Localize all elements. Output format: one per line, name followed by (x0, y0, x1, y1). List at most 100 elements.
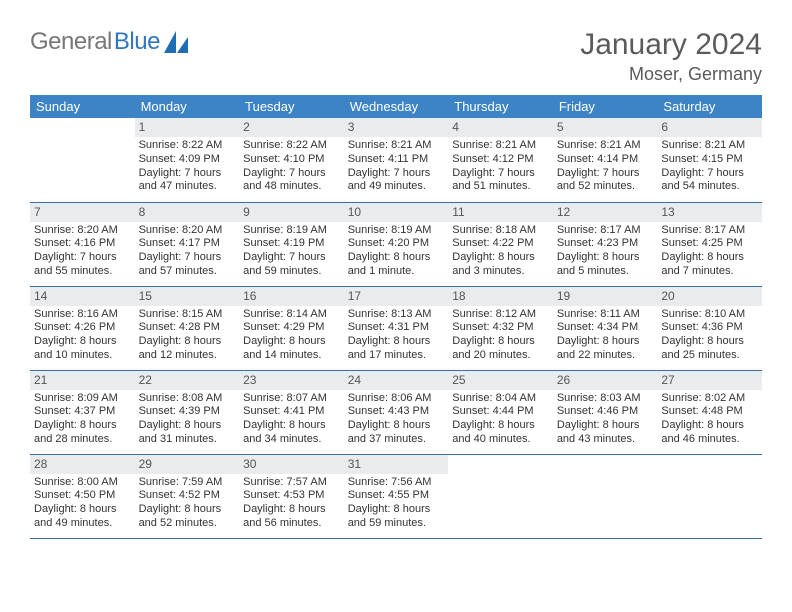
day-number: 25 (448, 371, 553, 390)
day-content: Sunrise: 8:21 AMSunset: 4:11 PMDaylight:… (344, 139, 449, 198)
day-number: 22 (135, 371, 240, 390)
daylight-line2: and 12 minutes. (139, 349, 236, 363)
brand-left: General (30, 28, 112, 56)
calendar-cell: 9 Sunrise: 8:19 AMSunset: 4:19 PMDaylight… (239, 202, 344, 286)
sunset-text: Sunset: 4:52 PM (139, 489, 236, 503)
daylight-line2: and 59 minutes. (243, 265, 340, 279)
sunrise-text: Sunrise: 7:59 AM (139, 476, 236, 490)
calendar-cell (553, 454, 658, 538)
daylight-line1: Daylight: 7 hours (34, 251, 131, 265)
brand-logo: GeneralBlue (30, 28, 190, 56)
calendar-cell: 26 Sunrise: 8:03 AMSunset: 4:46 PMDayligh… (553, 370, 658, 454)
calendar-cell: 1Sunrise: 8:22 AMSunset: 4:09 PMDaylight… (135, 118, 240, 202)
day-content: Sunrise: 8:14 AMSunset: 4:29 PMDaylight:… (239, 308, 344, 367)
day-number: 24 (344, 371, 449, 390)
daylight-line1: Daylight: 8 hours (557, 419, 654, 433)
day-number: 26 (553, 371, 658, 390)
daylight-line1: Daylight: 7 hours (243, 167, 340, 181)
sunrise-text: Sunrise: 8:21 AM (557, 139, 654, 153)
daylight-line1: Daylight: 8 hours (34, 335, 131, 349)
day-number: 28 (30, 455, 135, 474)
sunrise-text: Sunrise: 8:21 AM (661, 139, 758, 153)
calendar-cell: 30Sunrise: 7:57 AMSunset: 4:53 PMDayligh… (239, 454, 344, 538)
sunset-text: Sunset: 4:20 PM (348, 237, 445, 251)
day-number: 11 (448, 203, 553, 222)
weekday-header: Saturday (657, 95, 762, 118)
calendar-head: SundayMondayTuesdayWednesdayThursdayFrid… (30, 95, 762, 118)
day-content: Sunrise: 8:03 AMSunset: 4:46 PMDaylight:… (553, 392, 658, 451)
day-number: 13 (657, 203, 762, 222)
daylight-line2: and 49 minutes. (34, 517, 131, 531)
daylight-line2: and 22 minutes. (557, 349, 654, 363)
daylight-line2: and 28 minutes. (34, 433, 131, 447)
daylight-line1: Daylight: 7 hours (139, 251, 236, 265)
calendar-cell (30, 118, 135, 202)
calendar-cell: 3 Sunrise: 8:21 AMSunset: 4:11 PMDaylight… (344, 118, 449, 202)
daylight-line2: and 48 minutes. (243, 180, 340, 194)
daylight-line2: and 34 minutes. (243, 433, 340, 447)
day-number: 18 (448, 287, 553, 306)
sunrise-text: Sunrise: 8:21 AM (348, 139, 445, 153)
day-content: Sunrise: 7:57 AMSunset: 4:53 PMDaylight:… (239, 476, 344, 535)
day-content: Sunrise: 8:10 AMSunset: 4:36 PMDaylight:… (657, 308, 762, 367)
day-number: 14 (30, 287, 135, 306)
sunrise-text: Sunrise: 8:17 AM (661, 224, 758, 238)
day-content: Sunrise: 8:21 AMSunset: 4:12 PMDaylight:… (448, 139, 553, 198)
sunrise-text: Sunrise: 8:11 AM (557, 308, 654, 322)
sunset-text: Sunset: 4:36 PM (661, 321, 758, 335)
calendar-table: SundayMondayTuesdayWednesdayThursdayFrid… (30, 95, 762, 539)
day-number: 29 (135, 455, 240, 474)
calendar-week-row: 28Sunrise: 8:00 AMSunset: 4:50 PMDayligh… (30, 454, 762, 538)
sunrise-text: Sunrise: 8:21 AM (452, 139, 549, 153)
day-number: 3 (344, 118, 449, 137)
daylight-line2: and 10 minutes. (34, 349, 131, 363)
daylight-line2: and 20 minutes. (452, 349, 549, 363)
calendar-cell: 24Sunrise: 8:06 AMSunset: 4:43 PMDayligh… (344, 370, 449, 454)
sunset-text: Sunset: 4:31 PM (348, 321, 445, 335)
daylight-line1: Daylight: 8 hours (348, 503, 445, 517)
day-number: 17 (344, 287, 449, 306)
sunrise-text: Sunrise: 8:09 AM (34, 392, 131, 406)
calendar-cell (448, 454, 553, 538)
daylight-line1: Daylight: 7 hours (243, 251, 340, 265)
calendar-cell: 25Sunrise: 8:04 AMSunset: 4:44 PMDayligh… (448, 370, 553, 454)
daylight-line2: and 5 minutes. (557, 265, 654, 279)
daylight-line2: and 54 minutes. (661, 180, 758, 194)
daylight-line2: and 56 minutes. (243, 517, 340, 531)
day-number: 23 (239, 371, 344, 390)
day-content: Sunrise: 7:59 AMSunset: 4:52 PMDaylight:… (135, 476, 240, 535)
calendar-cell: 12Sunrise: 8:17 AMSunset: 4:23 PMDayligh… (553, 202, 658, 286)
daylight-line1: Daylight: 8 hours (348, 251, 445, 265)
day-content: Sunrise: 8:02 AMSunset: 4:48 PMDaylight:… (657, 392, 762, 451)
sunrise-text: Sunrise: 8:19 AM (243, 224, 340, 238)
sunrise-text: Sunrise: 8:19 AM (348, 224, 445, 238)
sunrise-text: Sunrise: 7:56 AM (348, 476, 445, 490)
page-subtitle: Moser, Germany (580, 64, 762, 85)
sunset-text: Sunset: 4:41 PM (243, 405, 340, 419)
day-number: 9 (239, 203, 344, 222)
day-number: 20 (657, 287, 762, 306)
day-content: Sunrise: 7:56 AMSunset: 4:55 PMDaylight:… (344, 476, 449, 535)
daylight-line2: and 40 minutes. (452, 433, 549, 447)
day-number: 1 (135, 118, 240, 137)
daylight-line2: and 49 minutes. (348, 180, 445, 194)
weekday-header: Thursday (448, 95, 553, 118)
sunset-text: Sunset: 4:17 PM (139, 237, 236, 251)
sunset-text: Sunset: 4:25 PM (661, 237, 758, 251)
calendar-cell: 14Sunrise: 8:16 AMSunset: 4:26 PMDayligh… (30, 286, 135, 370)
daylight-line2: and 1 minute. (348, 265, 445, 279)
sunrise-text: Sunrise: 8:10 AM (661, 308, 758, 322)
calendar-cell: 21Sunrise: 8:09 AMSunset: 4:37 PMDayligh… (30, 370, 135, 454)
calendar-cell: 29 Sunrise: 7:59 AMSunset: 4:52 PMDayligh… (135, 454, 240, 538)
calendar-cell: 22Sunrise: 8:08 AMSunset: 4:39 PMDayligh… (135, 370, 240, 454)
sunset-text: Sunset: 4:43 PM (348, 405, 445, 419)
sunset-text: Sunset: 4:50 PM (34, 489, 131, 503)
sunset-text: Sunset: 4:14 PM (557, 153, 654, 167)
sunset-text: Sunset: 4:19 PM (243, 237, 340, 251)
calendar-cell: 15Sunrise: 8:15 AMSunset: 4:28 PMDayligh… (135, 286, 240, 370)
daylight-line2: and 57 minutes. (139, 265, 236, 279)
sail-icon (164, 31, 190, 53)
calendar-week-row: 7Sunrise: 8:20 AMSunset: 4:16 PMDaylight… (30, 202, 762, 286)
sunset-text: Sunset: 4:28 PM (139, 321, 236, 335)
daylight-line2: and 43 minutes. (557, 433, 654, 447)
